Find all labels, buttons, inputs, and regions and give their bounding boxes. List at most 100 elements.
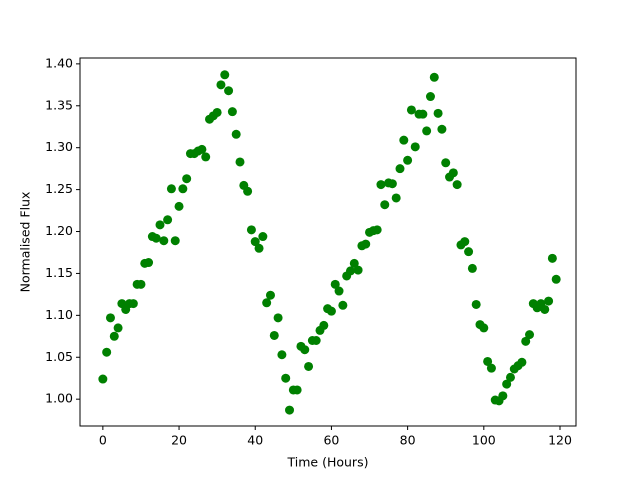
data-point <box>380 200 390 210</box>
data-point <box>338 300 348 310</box>
data-point <box>464 247 474 257</box>
data-point <box>361 239 371 249</box>
data-point <box>525 330 535 340</box>
data-point <box>265 290 275 300</box>
plot-frame <box>79 57 577 427</box>
data-point <box>391 193 401 203</box>
data-point <box>517 357 527 367</box>
data-point <box>395 164 405 174</box>
data-point <box>399 135 409 145</box>
data-point <box>102 347 112 357</box>
y-tick-label: 1.10 <box>45 307 73 322</box>
data-point <box>467 263 477 273</box>
data-point <box>212 107 222 117</box>
data-point <box>155 220 165 230</box>
data-point <box>471 299 481 309</box>
data-point <box>387 179 397 189</box>
data-point <box>182 174 192 184</box>
data-point <box>544 296 554 306</box>
data-point <box>429 72 439 82</box>
data-point <box>304 361 314 371</box>
data-point <box>376 180 386 190</box>
data-point <box>250 237 260 247</box>
y-tick-label: 1.20 <box>45 223 73 238</box>
data-point <box>498 391 508 401</box>
x-tick-label: 80 <box>400 433 416 448</box>
data-point <box>483 356 493 366</box>
data-point <box>410 142 420 152</box>
data-point <box>227 107 237 117</box>
data-point <box>178 184 188 194</box>
data-point <box>311 335 321 345</box>
y-tick-label: 1.25 <box>45 181 73 196</box>
data-point <box>246 225 256 235</box>
data-point <box>281 373 291 383</box>
data-point <box>144 258 154 268</box>
data-point <box>349 258 359 268</box>
data-point <box>460 237 470 247</box>
y-tick-label: 1.05 <box>45 349 73 364</box>
x-tick-label: 100 <box>472 433 496 448</box>
data-point <box>197 144 207 154</box>
x-tick-label: 120 <box>548 433 572 448</box>
data-point <box>425 92 435 102</box>
data-point <box>505 372 515 382</box>
data-point <box>220 70 230 80</box>
data-point <box>353 265 363 275</box>
y-tick-label: 1.40 <box>45 55 73 70</box>
x-axis-label: Time (Hours) <box>287 455 369 470</box>
y-tick-label: 1.35 <box>45 97 73 112</box>
data-point <box>326 306 336 316</box>
data-point <box>540 304 550 314</box>
data-point <box>277 350 287 360</box>
data-point <box>300 345 310 355</box>
x-tick-label: 40 <box>247 433 263 448</box>
data-point <box>201 152 211 162</box>
data-point <box>345 266 355 276</box>
data-point <box>372 225 382 235</box>
data-point <box>521 336 531 346</box>
data-point <box>113 323 123 333</box>
y-tick-label: 1.30 <box>45 139 73 154</box>
data-point <box>422 126 432 136</box>
data-point <box>224 86 234 96</box>
data-point <box>406 105 416 115</box>
data-point <box>258 232 268 242</box>
data-point <box>285 405 295 415</box>
data-point <box>479 323 489 333</box>
data-point <box>437 124 447 134</box>
data-point <box>441 158 451 168</box>
data-point <box>273 313 283 323</box>
data-point <box>136 279 146 289</box>
y-axis-label: Normalised Flux <box>18 192 33 293</box>
data-point <box>452 180 462 190</box>
data-point <box>269 330 279 340</box>
data-point <box>216 80 226 90</box>
data-point <box>170 236 180 246</box>
data-point <box>334 286 344 296</box>
data-point <box>292 385 302 395</box>
data-point <box>163 215 173 225</box>
data-point <box>330 279 340 289</box>
y-tick-label: 1.15 <box>45 265 73 280</box>
y-tick-label: 1.00 <box>45 391 73 406</box>
data-point <box>105 313 115 323</box>
x-tick-label: 20 <box>171 433 187 448</box>
data-point <box>262 298 272 308</box>
data-point <box>235 157 245 167</box>
data-point <box>174 201 184 211</box>
data-point <box>159 236 169 246</box>
x-tick-label: 0 <box>99 433 107 448</box>
data-point <box>231 129 241 139</box>
data-point <box>151 233 161 243</box>
data-point <box>486 363 496 373</box>
data-point <box>319 320 329 330</box>
data-point <box>502 379 512 389</box>
data-point <box>243 186 253 196</box>
x-tick-label: 60 <box>323 433 339 448</box>
data-point <box>166 184 176 194</box>
data-point <box>254 243 264 253</box>
data-point <box>128 299 138 309</box>
data-point <box>448 168 458 178</box>
